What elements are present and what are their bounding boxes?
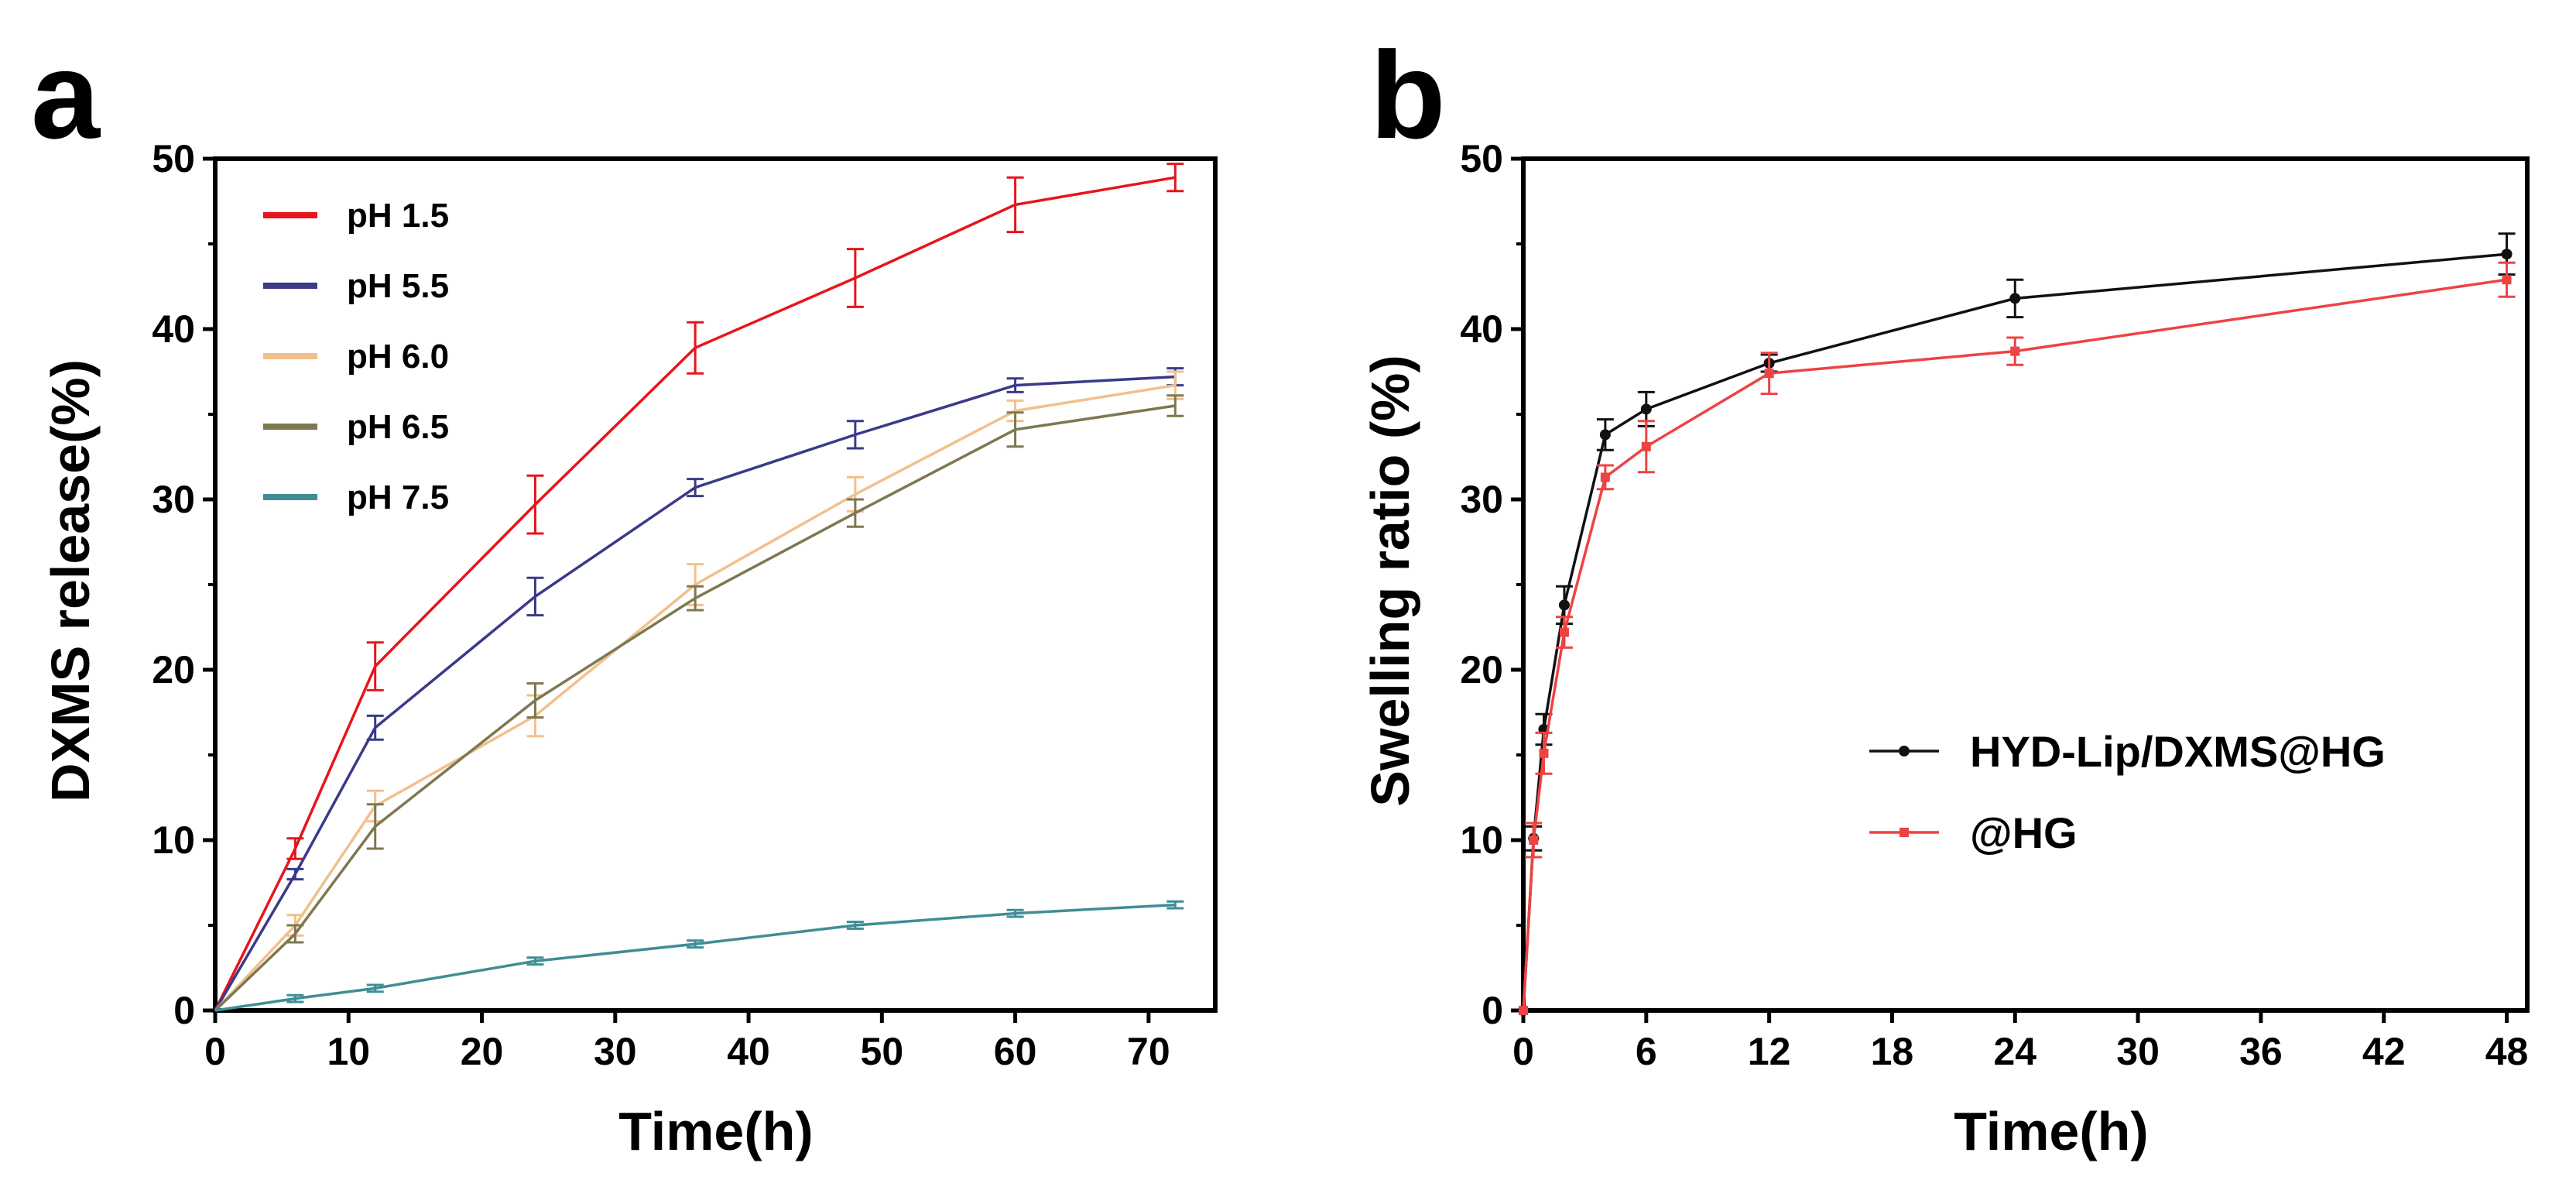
panel-label-b: b [1370, 26, 1446, 164]
chart-b-data-point [1764, 369, 1774, 379]
chart-b-xtick-label: 36 [2239, 1030, 2283, 1073]
chart-b-xtick-label: 0 [1512, 1030, 1534, 1073]
chart-b-data-point [1558, 599, 1570, 611]
chart-b-data-point [1559, 627, 1569, 637]
chart-b-data-point [1599, 429, 1611, 441]
chart-a-ytick-label: 30 [152, 478, 195, 521]
chart-b-xlabel: Time(h) [1954, 1101, 2149, 1161]
chart-a-ytick-label: 0 [173, 989, 195, 1032]
chart-b-legend-label: @HG [1970, 808, 2078, 857]
chart-b-data-point [2502, 275, 2512, 285]
panel-label-a: a [31, 26, 101, 164]
chart-a-xtick-label: 60 [994, 1030, 1037, 1073]
chart-b-ylabel: Swelling ratio (%) [1360, 355, 1420, 806]
chart-a-xtick-label: 40 [727, 1030, 770, 1073]
chart-a-xlabel: Time(h) [618, 1101, 814, 1161]
chart-a-series-line [214, 903, 1176, 1012]
chart-b-legend-marker [1899, 828, 1909, 837]
chart-a-xtick-label: 70 [1127, 1030, 1170, 1073]
chart-a-legend-label: pH 6.5 [347, 408, 449, 446]
chart-a-ytick-label: 50 [152, 137, 195, 180]
chart-a-series-line [214, 404, 1176, 1012]
chart-a-series-line [214, 176, 1176, 1011]
chart-a-ytick-label: 10 [152, 818, 195, 862]
chart-a-series-line [214, 375, 1176, 1011]
chart-b-xtick-label: 6 [1636, 1030, 1657, 1073]
chart-b-data-point [1529, 835, 1539, 845]
chart-b-data-point [2010, 346, 2020, 356]
chart-b-legend-label: HYD-Lip/DXMS@HG [1970, 727, 2386, 776]
chart-a-ytick-label: 40 [152, 307, 195, 351]
chart-b-ytick-label: 50 [1460, 137, 1503, 180]
chart-a-xtick-label: 10 [327, 1030, 370, 1073]
chart-b: 0 6 12 18 24 30 36 42 48 0 10 20 30 40 50 HYD-Lip/DXMS@… [1460, 137, 2530, 1073]
chart-a-ytick-label: 20 [152, 648, 195, 691]
chart-b-ytick-label: 10 [1460, 818, 1503, 862]
chart-b-ytick-label: 20 [1460, 648, 1503, 691]
chart-b-ytick-label: 40 [1460, 307, 1503, 351]
chart-b-data-point [1640, 403, 1652, 415]
chart-b-xtick-label: 24 [1993, 1030, 2036, 1073]
chart-b-xtick-label: 18 [1871, 1030, 1914, 1073]
chart-a-ylabel: DXMS release(%) [40, 359, 101, 802]
chart-b-data-point [1641, 441, 1651, 451]
chart-b-ytick-label: 30 [1460, 478, 1503, 521]
chart-b-ytick-label: 0 [1482, 989, 1503, 1032]
chart-a-legend-label: pH 7.5 [347, 479, 449, 516]
chart-b-series-line [1522, 278, 2507, 1011]
chart-b-data-point [2501, 249, 2513, 260]
chart-a-legend-label: pH 5.5 [347, 267, 449, 305]
chart-b-xtick-label: 30 [2116, 1030, 2160, 1073]
chart-a-xtick-label: 0 [204, 1030, 226, 1073]
chart-a-legend-label: pH 6.0 [347, 338, 449, 376]
chart-b-xtick-label: 42 [2362, 1030, 2406, 1073]
chart-b-series-line [1522, 252, 2507, 1011]
chart-a-xtick-label: 20 [461, 1030, 504, 1073]
chart-a-xtick-label: 50 [861, 1030, 904, 1073]
chart-b-data-point [2009, 293, 2021, 304]
chart-b-xtick-label: 12 [1748, 1030, 1791, 1073]
chart-a-legend-label: pH 1.5 [347, 197, 449, 235]
chart-b-plot-frame [1521, 156, 2530, 1013]
chart-b-data-point [1539, 748, 1549, 758]
chart-a-xtick-label: 30 [594, 1030, 637, 1073]
chart-b-data-point [1519, 1006, 1528, 1015]
chart-b-xtick-label: 48 [2485, 1030, 2529, 1073]
chart-b-data-point [1600, 472, 1610, 482]
chart-b-legend-marker [1899, 746, 1910, 756]
chart-a: 0 10 20 30 40 50 60 70 0 10 20 30 40 50 pH 1.5 pH 5.5 pH… [152, 137, 1218, 1073]
